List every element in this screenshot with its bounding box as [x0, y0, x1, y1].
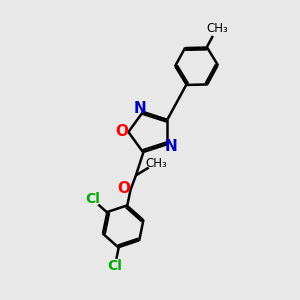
Text: N: N	[134, 101, 146, 116]
Text: Cl: Cl	[85, 192, 100, 206]
Text: Cl: Cl	[107, 260, 122, 274]
Text: CH₃: CH₃	[206, 22, 228, 35]
Text: N: N	[165, 139, 178, 154]
Text: O: O	[117, 181, 130, 196]
Text: CH₃: CH₃	[145, 157, 167, 170]
Text: O: O	[115, 124, 128, 140]
